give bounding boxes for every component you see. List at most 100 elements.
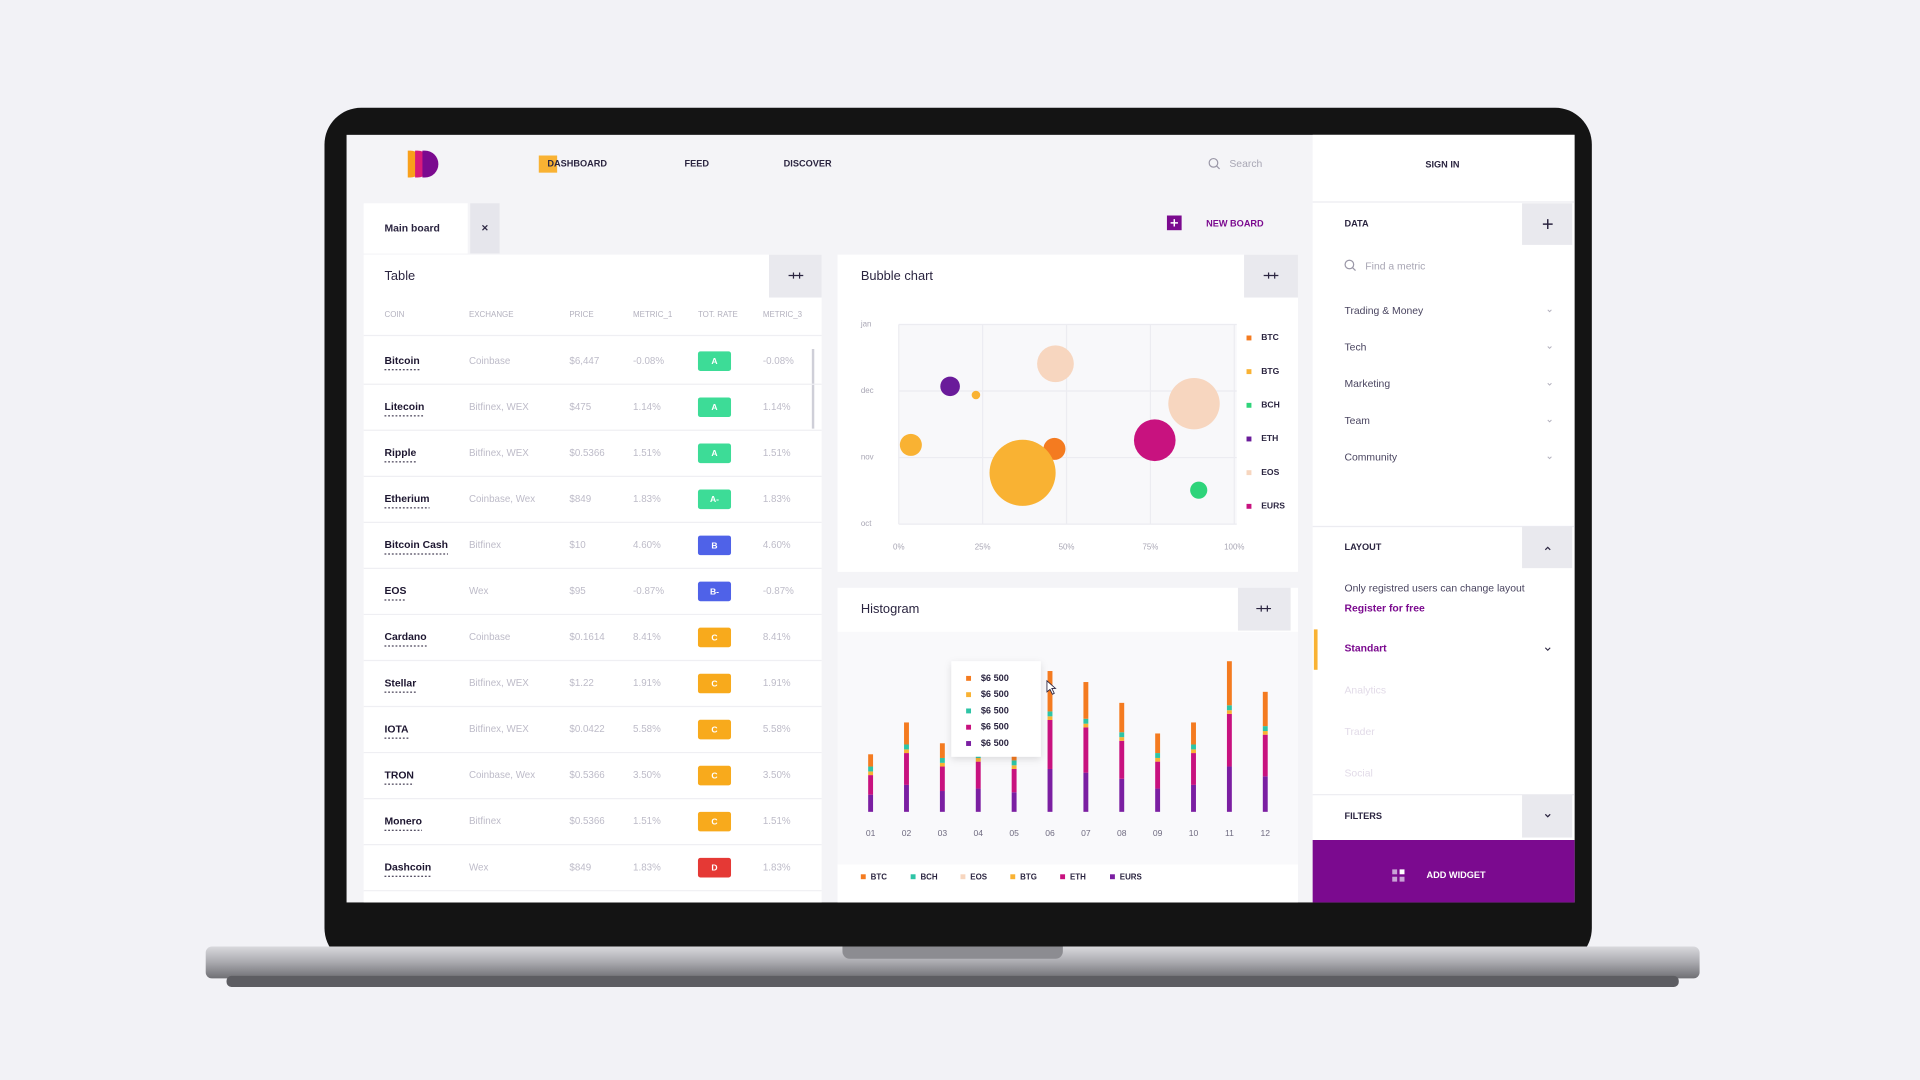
coin-name[interactable]: Stellar	[384, 678, 416, 689]
x-tick-label: 07	[1081, 828, 1091, 838]
coin-name[interactable]: EOS	[384, 586, 406, 597]
cell: 1.14%	[633, 402, 661, 413]
bar-segment	[868, 771, 874, 776]
nav-item[interactable]: DASHBOARD	[547, 159, 607, 169]
coin-name[interactable]: Bitcoin	[384, 356, 419, 367]
metric-category[interactable]: Team	[1344, 416, 1369, 427]
search-icon	[1208, 157, 1219, 168]
legend-swatch	[1246, 503, 1252, 509]
layout-option[interactable]: Standart	[1344, 644, 1387, 655]
bar-segment	[1155, 788, 1161, 812]
bar-segment	[1191, 753, 1196, 785]
legend-label: ETH	[1261, 433, 1278, 443]
legend-swatch	[1110, 874, 1115, 880]
rate-label: A	[711, 356, 717, 366]
widget-icon	[1392, 869, 1405, 882]
widget-settings[interactable]	[1237, 587, 1291, 631]
search-input[interactable]: Search	[1229, 159, 1262, 170]
new-board-button[interactable]: NEW BOARD	[1206, 219, 1264, 229]
bar-segment	[868, 794, 874, 812]
bar-segment	[939, 766, 945, 792]
coin-name[interactable]: IOTA	[384, 724, 409, 735]
layout-option[interactable]: Analytics	[1344, 685, 1386, 696]
coin-name[interactable]: Dashcoin	[384, 862, 431, 873]
y-tick-label: oct	[861, 519, 872, 528]
cell: $0.5366	[569, 816, 605, 827]
bar-segment	[1262, 734, 1268, 777]
tooltip-label: $6 500	[981, 689, 1009, 699]
cell: 1.91%	[633, 678, 661, 689]
widget-title: Bubble chart	[861, 268, 934, 283]
coin-name[interactable]: TRON	[384, 770, 413, 781]
coin-name[interactable]: Litecoin	[384, 402, 424, 413]
metric-category[interactable]: Community	[1344, 453, 1397, 464]
layout-option[interactable]: Social	[1344, 769, 1372, 780]
plus-icon	[1542, 219, 1553, 229]
cell: Bitfinex, WEX	[469, 724, 529, 735]
metric-category[interactable]: Trading & Money	[1344, 306, 1424, 317]
bar-segment	[1226, 766, 1232, 812]
bar-segment	[1262, 731, 1268, 735]
rate-badge	[697, 581, 732, 602]
cell: Coinbase, Wex	[469, 770, 535, 781]
add-widget-button[interactable]	[1312, 840, 1575, 903]
bar-segment	[1011, 765, 1017, 769]
coin-name[interactable]: Cardano	[384, 632, 426, 643]
metric-search[interactable]: Find a metric	[1365, 262, 1425, 273]
legend-label: BTC	[871, 872, 888, 881]
coin-name[interactable]: Etherium	[384, 494, 429, 505]
x-tick-label: 50%	[1059, 542, 1075, 551]
logo[interactable]	[407, 150, 439, 178]
bar-segment	[868, 775, 874, 795]
coin-name[interactable]: Ripple	[384, 448, 416, 459]
tooltip-swatch	[966, 741, 972, 746]
legend-label: ETH	[1070, 872, 1086, 881]
cell: $95	[569, 586, 586, 597]
x-tick-label: 100%	[1224, 542, 1244, 551]
tooltip-swatch	[966, 675, 972, 681]
sign-in-button[interactable]: SIGN IN	[1425, 160, 1459, 170]
bar-segment	[1119, 732, 1125, 738]
register-link[interactable]: Register for free	[1344, 603, 1424, 614]
x-tick-label: 03	[938, 828, 948, 838]
cell: $0.5366	[569, 770, 605, 781]
metric-category[interactable]: Marketing	[1344, 379, 1390, 390]
chevron	[1547, 309, 1552, 313]
board-tab-label: Main board	[384, 224, 439, 235]
coin-name[interactable]: Monero	[384, 816, 422, 827]
cell: Bitfinex, WEX	[469, 678, 529, 689]
widget-title: Table	[384, 268, 415, 283]
nav-item[interactable]: DISCOVER	[784, 159, 832, 169]
nav: DASHBOARD FEED DISCOVER	[547, 159, 832, 169]
y-tick-label: nov	[861, 453, 874, 462]
cell: 5.58%	[633, 724, 661, 735]
cell: Wex	[469, 862, 488, 873]
rate-label: A-	[710, 494, 719, 504]
chevron	[1547, 382, 1552, 386]
bar-segment	[1083, 682, 1089, 719]
cell: Coinbase	[469, 356, 510, 367]
cell: 1.83%	[763, 494, 791, 505]
logo-part	[422, 150, 439, 178]
metric-list: Trading & Money Tech Marketing Team Communit…	[1344, 306, 1552, 464]
bar-segment	[904, 744, 909, 750]
cell: $475	[569, 402, 591, 413]
metric-category[interactable]: Tech	[1344, 343, 1366, 354]
selected-marker	[1313, 629, 1318, 670]
bar-segment	[1226, 661, 1232, 706]
cell: Wex	[469, 586, 488, 597]
bar-segment	[1191, 784, 1196, 812]
bar-segment	[1155, 761, 1161, 789]
layout-option[interactable]: Trader	[1344, 727, 1375, 738]
chevron	[1544, 647, 1551, 651]
bar-segment	[1191, 744, 1196, 750]
board-tab[interactable]	[363, 203, 468, 254]
bar-segment	[904, 753, 909, 785]
cell: 1.83%	[633, 862, 661, 873]
bar-segment	[1155, 757, 1161, 762]
nav-item[interactable]: FEED	[684, 159, 709, 169]
legend-label: BCH	[920, 872, 937, 881]
x-tick-label: 0%	[893, 542, 904, 551]
coin-name[interactable]: Bitcoin Cash	[384, 540, 448, 551]
